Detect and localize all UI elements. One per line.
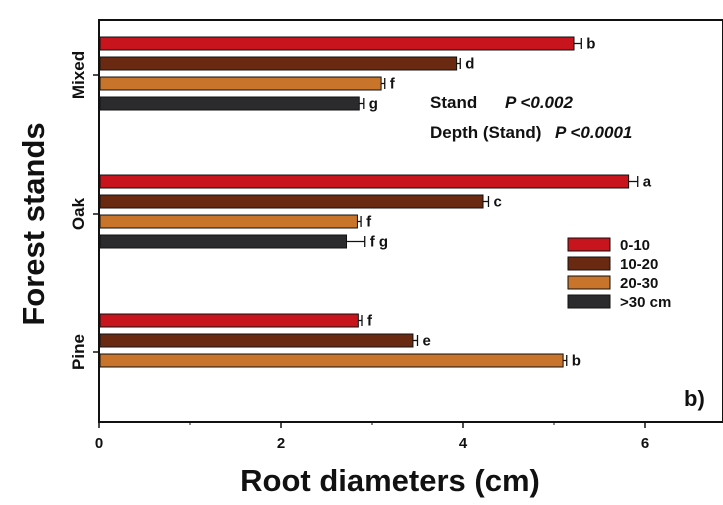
- bar: [99, 333, 414, 348]
- bar: [99, 76, 382, 91]
- panel-label: b): [684, 386, 705, 411]
- significance-letter: b: [572, 353, 581, 370]
- axis-layer: Mixed Oak Pine 0 2 4 6: [69, 51, 649, 452]
- bar: [99, 353, 564, 368]
- legend-label: >30 cm: [620, 294, 671, 311]
- legend-label: 20-30: [620, 275, 658, 292]
- bar: [99, 36, 575, 51]
- significance-letter: e: [423, 333, 431, 350]
- significance-letter: c: [493, 194, 501, 211]
- legend: 0-10 10-20 20-30 >30 cm: [567, 237, 671, 311]
- category-label: Mixed: [69, 51, 88, 99]
- bar: [99, 214, 358, 229]
- bar: [99, 194, 484, 209]
- x-tick-label: 6: [641, 435, 649, 452]
- bar: [99, 56, 458, 71]
- significance-letter: b: [586, 36, 595, 53]
- stand-label: Stand: [430, 93, 477, 112]
- significance-letter: d: [465, 56, 474, 73]
- legend-label: 0-10: [620, 237, 650, 254]
- category-label: Pine: [69, 334, 88, 370]
- category-label: Oak: [69, 197, 88, 230]
- stand-p-value: P <0.002: [505, 93, 573, 112]
- x-tick-label: 4: [459, 435, 468, 452]
- plot-frame: [98, 19, 723, 423]
- significance-letter: f: [367, 313, 373, 330]
- x-tick-label: 2: [277, 435, 285, 452]
- bar: [99, 96, 360, 111]
- x-axis-title: Root diameters (cm): [240, 463, 540, 498]
- significance-letter: f: [366, 214, 372, 231]
- x-tick-label: 0: [95, 435, 103, 452]
- significance-letter: f g: [370, 234, 388, 251]
- legend-swatch: [567, 256, 611, 271]
- depth-stand-label: Depth (Stand): [430, 123, 541, 142]
- bar: [99, 234, 348, 249]
- bar: [99, 313, 359, 328]
- legend-swatch: [567, 294, 611, 309]
- significance-letter: f: [390, 76, 396, 93]
- legend-swatch: [567, 275, 611, 290]
- depth-p-value: P <0.0001: [555, 123, 632, 142]
- y-axis-title: Forest stands: [16, 122, 51, 325]
- significance-letter: a: [643, 174, 652, 191]
- significance-letter: g: [369, 96, 378, 113]
- legend-swatch: [567, 237, 611, 252]
- legend-label: 10-20: [620, 256, 658, 273]
- bar: [99, 174, 630, 189]
